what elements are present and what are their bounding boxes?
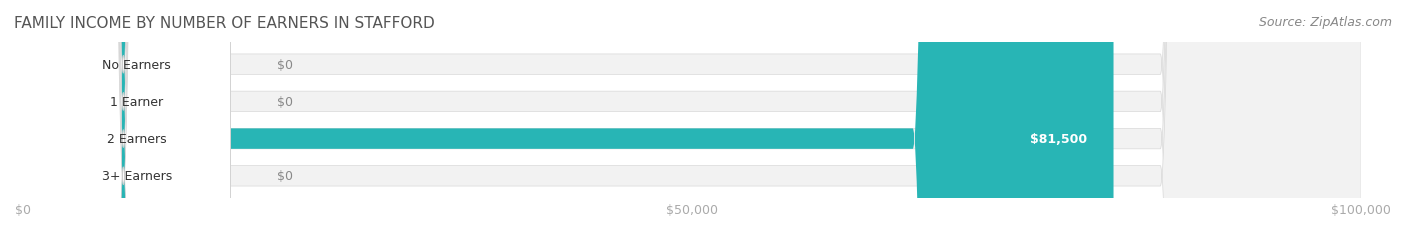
FancyBboxPatch shape [17, 0, 231, 231]
FancyBboxPatch shape [22, 0, 70, 231]
FancyBboxPatch shape [17, 0, 231, 231]
FancyBboxPatch shape [22, 0, 70, 231]
Text: $0: $0 [277, 170, 294, 182]
Text: $0: $0 [277, 95, 294, 108]
FancyBboxPatch shape [22, 0, 70, 231]
Text: 2 Earners: 2 Earners [107, 133, 166, 146]
FancyBboxPatch shape [22, 0, 1114, 231]
Text: $81,500: $81,500 [1029, 133, 1087, 146]
Text: 1 Earner: 1 Earner [110, 95, 163, 108]
FancyBboxPatch shape [17, 0, 231, 231]
FancyBboxPatch shape [22, 0, 1361, 231]
Text: FAMILY INCOME BY NUMBER OF EARNERS IN STAFFORD: FAMILY INCOME BY NUMBER OF EARNERS IN ST… [14, 16, 434, 31]
Text: Source: ZipAtlas.com: Source: ZipAtlas.com [1258, 16, 1392, 29]
FancyBboxPatch shape [22, 0, 1361, 231]
Text: 3+ Earners: 3+ Earners [101, 170, 172, 182]
FancyBboxPatch shape [22, 0, 1361, 231]
Text: No Earners: No Earners [103, 58, 172, 71]
FancyBboxPatch shape [22, 0, 1361, 231]
Text: $0: $0 [277, 58, 294, 71]
FancyBboxPatch shape [17, 0, 231, 231]
